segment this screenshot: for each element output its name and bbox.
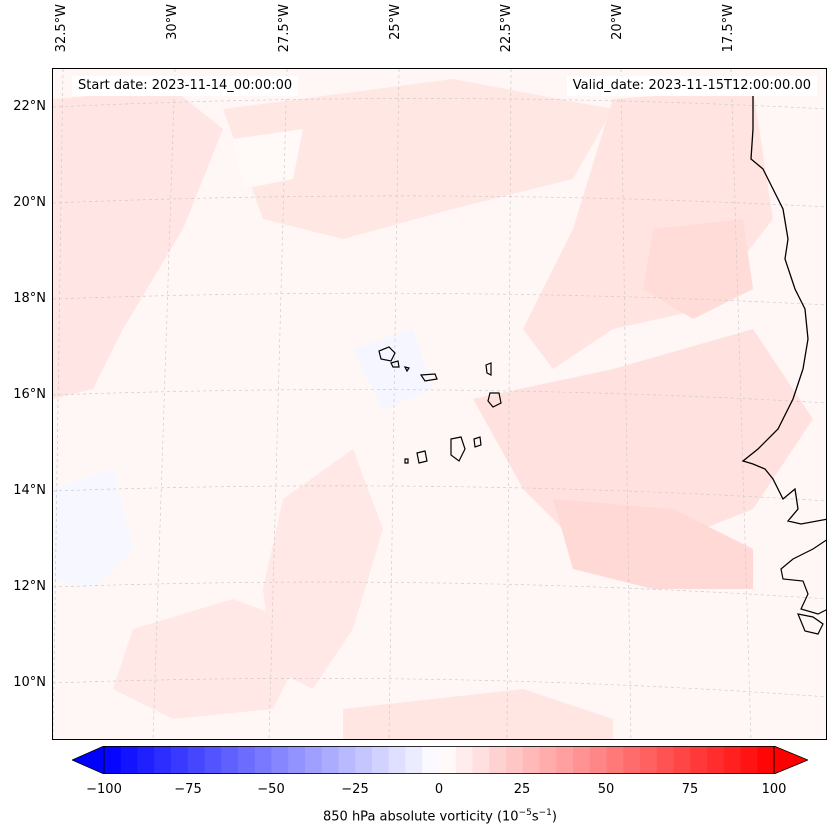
colorbar-cell [305,746,323,774]
colorbar-cell [573,746,591,774]
lon-label-32-5w: 32.5°W [54,4,69,53]
map-panel [52,68,827,740]
colorbar-tick-m50: −50 [257,782,285,797]
colorbar-cell [439,746,457,774]
colorbar-cell [623,746,641,774]
colorbar-tick-m100: −100 [86,782,122,797]
colorbar-label: 850 hPa absolute vorticity (10−5s−1) [323,808,557,825]
colorbar-cell [187,746,205,774]
vorticity-map [53,69,826,739]
guinea-coastline [780,539,826,635]
colorbar-cell [204,746,222,774]
colorbar-cell [120,746,138,774]
colorbar-low-extend [72,746,105,774]
colorbar-cell [271,746,289,774]
colorbar-cell [321,746,339,774]
colorbar-cell [372,746,390,774]
colorbar-cell [640,746,658,774]
colorbar-cell [472,746,490,774]
lon-label-27-5w: 27.5°W [277,4,292,53]
colorbar-cell [723,746,741,774]
lat-label-10n: 10°N [13,675,46,690]
colorbar-cell [506,746,524,774]
colorbar-tick-m25: −25 [341,782,369,797]
colorbar-cell [673,746,691,774]
colorbar-cell [104,746,122,774]
lon-label-17-5w: 17.5°W [721,4,736,53]
colorbar-cell [154,746,172,774]
cape-verde-islands [378,346,502,464]
colorbar-cell [338,746,356,774]
colorbar-cell [690,746,708,774]
colorbar [72,746,808,774]
lon-label-30w: 30°W [165,4,180,40]
colorbar-cell [522,746,540,774]
colorbar-cell [171,746,189,774]
colorbar-tick-25: 25 [513,782,531,797]
colorbar-cell [656,746,674,774]
colorbar-tick-m75: −75 [174,782,202,797]
colorbar-cell [740,746,758,774]
colorbar-cells [104,746,775,774]
colorbar-cell [455,746,473,774]
valid-date-label: Valid_date: 2023-11-15T12:00:00.00 [566,76,817,96]
colorbar-tick-50: 50 [597,782,615,797]
africa-coastline [741,79,826,525]
lat-label-18n: 18°N [13,291,46,306]
colorbar-cell [288,746,306,774]
colorbar-cell [355,746,373,774]
colorbar-cell [422,746,440,774]
colorbar-cell [556,746,574,774]
colorbar-cell [539,746,557,774]
lat-label-14n: 14°N [13,483,46,498]
colorbar-tick-0: 0 [434,782,444,797]
lat-label-22n: 22°N [13,99,46,114]
colorbar-cell [388,746,406,774]
colorbar-high-extend [773,746,808,774]
colorbar-cell [137,746,155,774]
colorbar-cell [254,746,272,774]
colorbar-tick-75: 75 [681,782,699,797]
lon-label-20w: 20°W [610,4,625,40]
colorbar-cell [221,746,239,774]
colorbar-cell [606,746,624,774]
colorbar-cell [757,746,775,774]
start-date-label: Start date: 2023-11-14_00:00:00 [72,76,299,96]
lat-label-16n: 16°N [13,387,46,402]
colorbar-cell [405,746,423,774]
colorbar-cell [238,746,256,774]
lat-label-20n: 20°N [13,195,46,210]
lon-label-25w: 25°W [388,4,403,40]
colorbar-tick-100: 100 [761,782,787,797]
graticule [53,69,826,739]
colorbar-cell [589,746,607,774]
colorbar-cell [489,746,507,774]
vorticity-shading [53,79,813,739]
lat-label-12n: 12°N [13,579,46,594]
lon-label-22-5w: 22.5°W [499,4,514,53]
colorbar-cell [707,746,725,774]
